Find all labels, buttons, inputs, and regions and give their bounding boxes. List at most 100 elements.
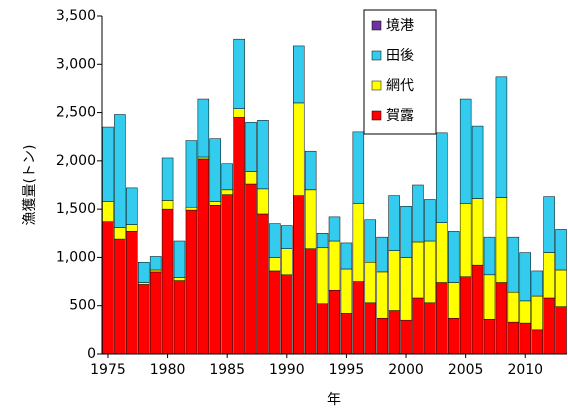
bar-segment — [543, 252, 555, 299]
bar-segment — [436, 222, 448, 283]
bar-segment — [161, 157, 174, 201]
legend-label: 境港 — [386, 18, 414, 34]
bar-segment — [424, 199, 436, 242]
y-axis-title: 漁獲量(トン) — [22, 145, 38, 226]
bar-segment — [376, 318, 388, 355]
bar-segment — [316, 247, 329, 305]
bar-segment — [245, 121, 257, 172]
bar-segment — [436, 282, 448, 355]
bar-segment — [197, 98, 210, 158]
bar-segment — [221, 163, 233, 191]
bar-segment — [173, 280, 186, 355]
bar-segment — [221, 194, 233, 355]
bar-segment — [126, 187, 138, 225]
bar-segment — [495, 76, 508, 198]
legend-swatch — [371, 20, 382, 31]
bar-segment — [447, 282, 460, 319]
y-tick-label: 500 — [69, 298, 96, 314]
bar-segment — [424, 240, 436, 304]
bar-segment — [340, 313, 353, 355]
bar-segment — [161, 208, 174, 355]
bar-segment — [471, 264, 484, 355]
bar-segment — [102, 201, 114, 222]
bar-segment — [149, 256, 162, 271]
bar-segment — [376, 236, 388, 273]
y-tick-label: 2,000 — [56, 153, 96, 169]
bar-segment — [197, 156, 210, 160]
bar-segment — [257, 213, 269, 355]
bar-segment — [149, 269, 162, 273]
bar-segment — [292, 102, 305, 196]
x-tick-label: 2000 — [388, 362, 424, 378]
bar-segment — [507, 321, 520, 355]
bar-segment — [209, 205, 222, 355]
bar-segment — [388, 310, 400, 355]
x-tick-label: 1980 — [150, 362, 186, 378]
bar-segment — [543, 297, 555, 355]
bar-segment — [304, 248, 317, 355]
bar-segment — [412, 184, 424, 243]
bar-segment — [257, 188, 269, 215]
bar-segment — [102, 126, 114, 202]
bar-segment — [269, 223, 281, 258]
legend-label: 田後 — [386, 48, 414, 64]
bar-segment — [114, 238, 126, 355]
bar-segment — [137, 282, 150, 285]
legend-swatch — [371, 80, 382, 91]
bar-segment — [233, 108, 245, 118]
bar-segment — [126, 231, 138, 355]
bar-segment — [328, 290, 341, 355]
bar-segment — [471, 125, 484, 199]
x-tick-label: 1975 — [90, 362, 126, 378]
bar-segment — [364, 219, 377, 263]
bar-segment — [114, 114, 126, 228]
bar-segment — [281, 248, 293, 276]
bar-segment — [519, 300, 532, 324]
bar-segment — [328, 240, 341, 291]
y-tick-label: 2,500 — [56, 105, 96, 121]
bar-segment — [447, 231, 460, 283]
bar-segment — [555, 306, 567, 355]
y-tick-label: 1,500 — [56, 201, 96, 217]
bar-segment — [173, 240, 186, 278]
bar-segment — [221, 189, 233, 195]
legend-label: 賀露 — [386, 108, 414, 124]
bar-segment — [459, 276, 472, 355]
bar-segment — [483, 236, 496, 276]
bar-segment — [507, 236, 520, 293]
bar-segment — [114, 227, 126, 240]
bar-segment — [185, 140, 198, 208]
bar-segment — [495, 282, 508, 355]
bar-segment — [543, 196, 555, 253]
bar-segment — [483, 274, 496, 320]
bar-segment — [209, 138, 222, 202]
bar-segment — [233, 38, 245, 109]
x-tick-label: 2010 — [507, 362, 543, 378]
y-tick-label: 1,000 — [56, 249, 96, 265]
bar-segment — [197, 158, 210, 355]
bar-segment — [185, 206, 198, 211]
bar-segment — [400, 319, 412, 355]
bar-segment — [137, 262, 150, 283]
bar-segment — [507, 291, 520, 323]
bar-segment — [352, 131, 365, 204]
bar-segment — [126, 224, 138, 232]
bar-segment — [149, 271, 162, 355]
bar-segment — [292, 45, 305, 104]
bar-segment — [161, 200, 174, 210]
bar-segment — [364, 262, 377, 304]
bar-segment — [555, 229, 567, 271]
y-tick-label: 0 — [87, 346, 96, 362]
bar-segment — [257, 120, 269, 190]
bar-segment — [531, 295, 543, 331]
legend-label: 網代 — [386, 78, 414, 94]
bar-segment — [400, 205, 412, 258]
bar-segment — [436, 132, 448, 223]
bar-segment — [245, 171, 257, 185]
bar-segment — [495, 197, 508, 283]
legend-swatch — [371, 50, 382, 61]
bar-segment — [376, 271, 388, 319]
bar-segment — [304, 150, 317, 191]
bar-segment — [471, 198, 484, 266]
bar-segment — [233, 117, 245, 355]
